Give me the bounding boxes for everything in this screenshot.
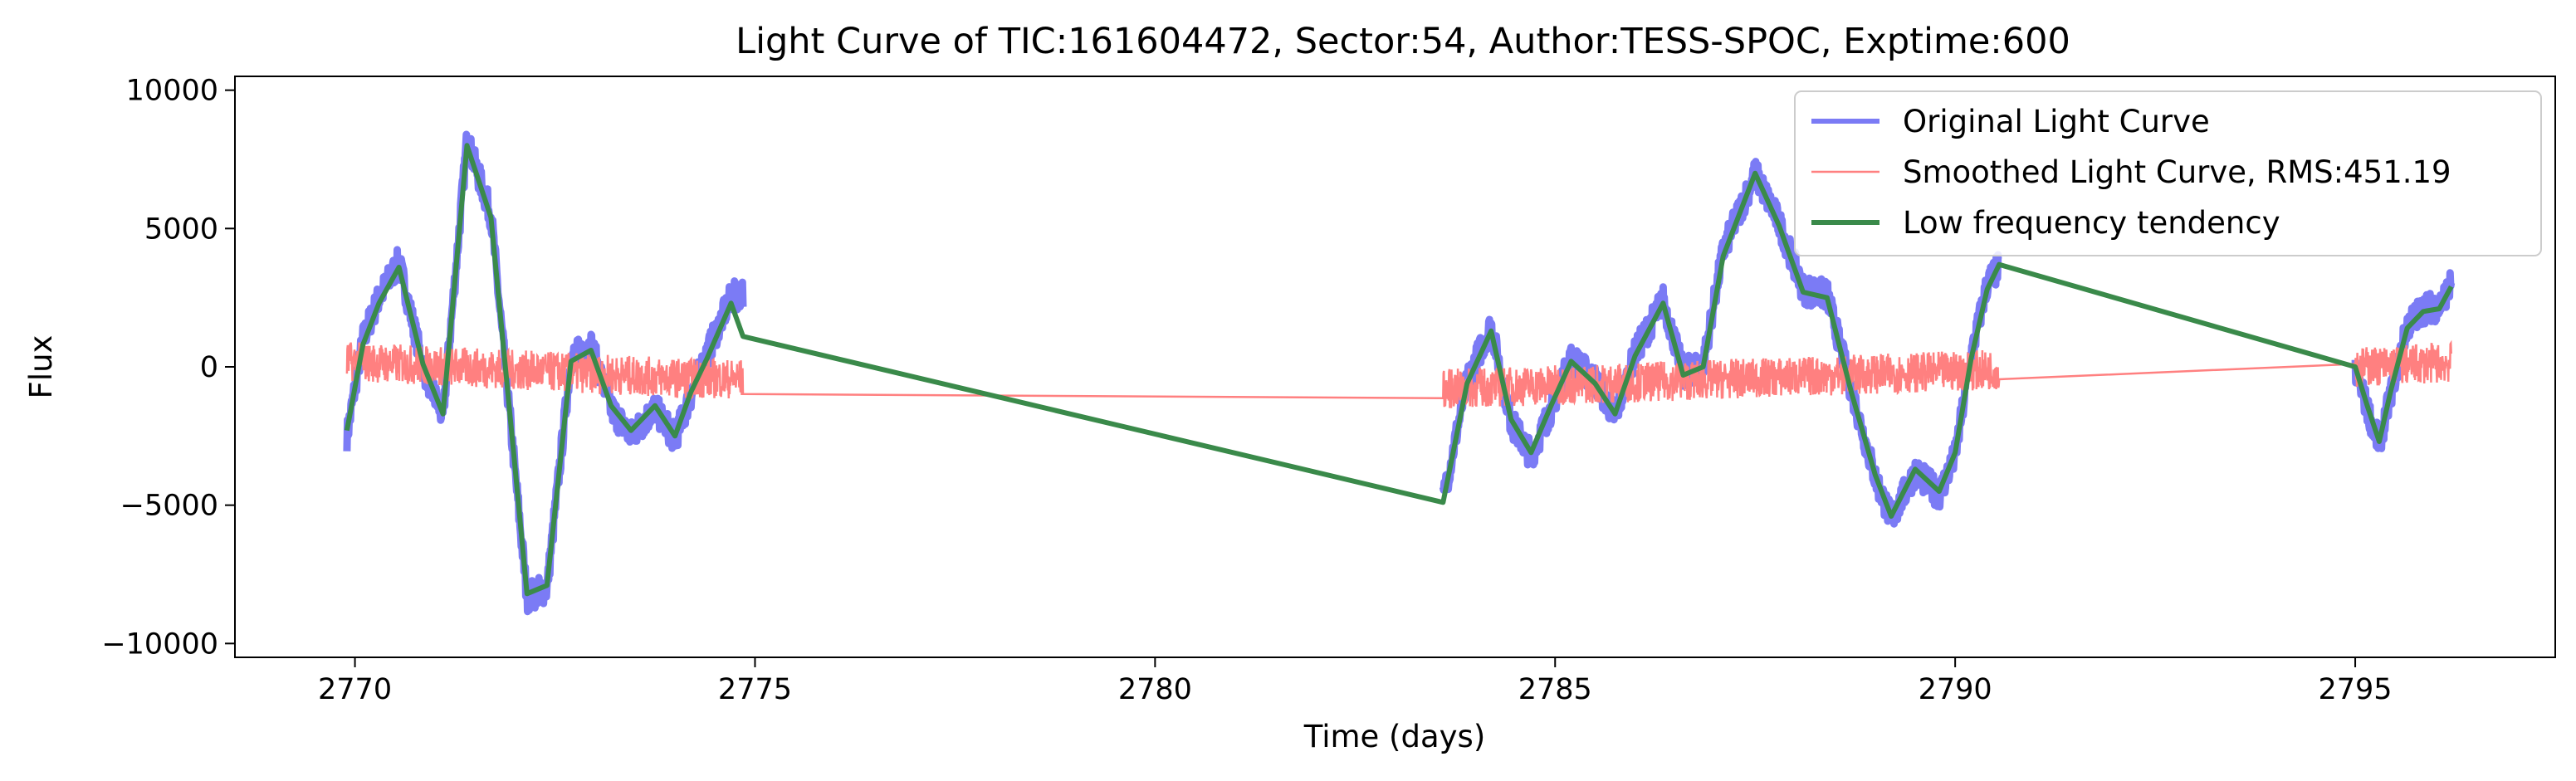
smoothed-light-curve-line: [345, 339, 2452, 408]
y-tick-label: 10000: [126, 75, 218, 108]
x-tick-label: 2795: [2319, 673, 2393, 706]
x-axis: 2770 2775 2780 2785 2790 2795: [318, 657, 2393, 706]
y-tick-label: −10000: [101, 627, 218, 661]
x-axis-label: Time (days): [1303, 719, 1486, 754]
y-axis: 10000 5000 0 −5000 −10000: [101, 75, 235, 661]
x-tick-label: 2775: [718, 673, 792, 706]
x-tick-label: 2790: [1919, 673, 1992, 706]
legend-box: [1794, 90, 2542, 256]
legend-label-smoothed: Smoothed Light Curve, RMS:451.19: [1903, 154, 2451, 190]
legend: Original Light Curve Smoothed Light Curv…: [1794, 90, 2542, 256]
legend-label-original: Original Light Curve: [1903, 104, 2210, 139]
legend-label-tendency: Low frequency tendency: [1903, 205, 2280, 241]
low-frequency-tendency-line: [344, 143, 2454, 597]
chart-title: Light Curve of TIC:161604472, Sector:54,…: [736, 21, 2070, 62]
y-tick-label: 5000: [144, 212, 218, 246]
y-axis-label: Flux: [23, 335, 59, 399]
y-tick-label: 0: [200, 351, 218, 384]
y-tick-label: −5000: [120, 490, 218, 523]
x-tick-label: 2785: [1518, 673, 1592, 706]
x-tick-label: 2780: [1118, 673, 1192, 706]
x-tick-label: 2770: [318, 673, 392, 706]
series-layer: [343, 130, 2456, 616]
